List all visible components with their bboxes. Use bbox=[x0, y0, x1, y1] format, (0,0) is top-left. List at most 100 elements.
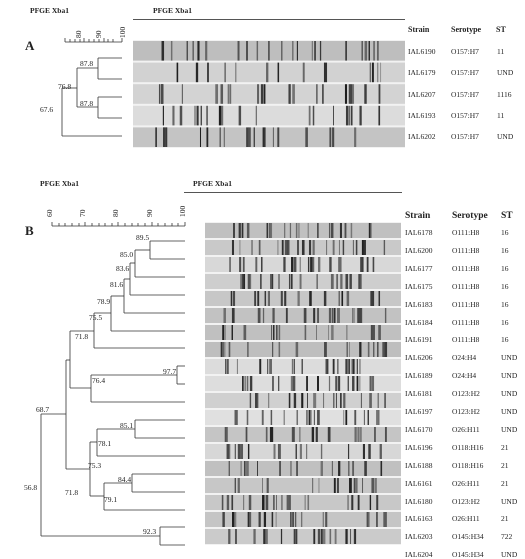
gel-band bbox=[258, 512, 261, 527]
panel-b-node-label: 71.8 bbox=[65, 488, 78, 497]
gel-band bbox=[335, 393, 337, 408]
gel-band bbox=[290, 461, 292, 476]
panel-b-node-label: 85.1 bbox=[120, 421, 133, 430]
gel-band bbox=[206, 127, 209, 147]
panel-b-col-st: ST bbox=[501, 211, 513, 221]
gel-band bbox=[378, 105, 381, 126]
gel-band bbox=[370, 223, 372, 238]
gel-band bbox=[232, 291, 236, 306]
gel-band bbox=[164, 127, 168, 147]
gel-band bbox=[275, 512, 277, 527]
gel-band bbox=[179, 105, 183, 126]
gel-lane bbox=[205, 376, 401, 391]
gel-band bbox=[276, 495, 277, 510]
panel-b-dendrogram: 60 70 80 90 100 89.5 85.0 83.6 81.6 78.9… bbox=[24, 206, 187, 546]
gel-band bbox=[346, 291, 350, 306]
gel-band bbox=[384, 308, 387, 323]
gel-band bbox=[359, 376, 361, 391]
gel-band bbox=[346, 342, 348, 357]
gel-band bbox=[298, 223, 300, 238]
gel-band bbox=[362, 478, 364, 493]
row-strain: IAL6202 bbox=[408, 132, 436, 142]
row-st: 21 bbox=[501, 478, 509, 488]
gel-band bbox=[266, 62, 269, 83]
gel-band bbox=[374, 478, 377, 493]
panel-b-node-label: 78.9 bbox=[97, 297, 110, 306]
row-strain: IAL6188 bbox=[405, 460, 433, 470]
gel-band bbox=[262, 495, 265, 510]
gel-band bbox=[255, 105, 257, 126]
panel-a-scale-tick: 100 bbox=[118, 27, 127, 39]
gel-band bbox=[366, 257, 369, 272]
gel-band bbox=[316, 325, 317, 340]
gel-band bbox=[234, 410, 238, 425]
gel-band bbox=[371, 478, 375, 493]
gel-band bbox=[220, 342, 222, 357]
gel-band bbox=[199, 127, 202, 147]
gel-band bbox=[336, 274, 339, 289]
gel-band bbox=[316, 274, 318, 289]
gel-band bbox=[280, 529, 283, 544]
gel-band bbox=[374, 427, 376, 442]
gel-band bbox=[295, 529, 297, 544]
gel-band bbox=[363, 240, 366, 255]
gel-lane bbox=[133, 127, 405, 147]
gel-lane bbox=[205, 512, 401, 527]
gel-band bbox=[341, 291, 344, 306]
gel-band bbox=[355, 240, 358, 255]
gel-band bbox=[382, 342, 385, 357]
gel-band bbox=[172, 105, 175, 126]
gel-band bbox=[317, 410, 320, 425]
gel-band bbox=[206, 105, 208, 126]
gel-band bbox=[221, 495, 224, 510]
gel-band bbox=[348, 84, 351, 104]
gel-band bbox=[288, 84, 291, 104]
gel-band bbox=[317, 223, 319, 238]
panel-b-node-label: 97.7 bbox=[163, 367, 176, 376]
row-serotype: O111:H8 bbox=[452, 245, 480, 255]
gel-band bbox=[353, 478, 356, 493]
gel-band bbox=[291, 257, 294, 272]
row-strain: IAL6179 bbox=[408, 68, 436, 78]
gel-band bbox=[262, 127, 265, 147]
gel-band bbox=[278, 342, 281, 357]
gel-band bbox=[265, 427, 268, 442]
gel-band bbox=[286, 495, 290, 510]
panel-b-col-serotype: Serotype bbox=[452, 211, 488, 221]
row-st: 16 bbox=[501, 245, 509, 255]
gel-band bbox=[246, 410, 249, 425]
gel-band bbox=[293, 427, 295, 442]
gel-band bbox=[307, 223, 309, 238]
gel-band bbox=[356, 478, 358, 493]
gel-band bbox=[325, 359, 327, 374]
gel-band bbox=[195, 62, 199, 83]
gel-band bbox=[231, 240, 235, 255]
gel-band bbox=[350, 529, 352, 544]
gel-band bbox=[220, 84, 224, 104]
gel-band bbox=[261, 410, 264, 425]
gel-band bbox=[326, 359, 329, 374]
row-st: 21 bbox=[501, 442, 509, 452]
gel-lane bbox=[205, 257, 401, 272]
row-st: 11 bbox=[497, 47, 505, 56]
gel-band bbox=[293, 257, 297, 272]
gel-band bbox=[270, 427, 274, 442]
gel-band bbox=[242, 257, 245, 272]
gel-band bbox=[290, 274, 293, 289]
gel-band bbox=[249, 512, 252, 527]
gel-band bbox=[246, 461, 249, 476]
gel-band bbox=[236, 359, 238, 374]
gel-band bbox=[359, 308, 362, 323]
row-strain: IAL6161 bbox=[405, 478, 433, 488]
gel-band bbox=[270, 410, 273, 425]
gel-band bbox=[264, 529, 268, 544]
row-strain: IAL6207 bbox=[408, 89, 436, 99]
gel-band bbox=[234, 529, 237, 544]
panel-b-node-label: 68.7 bbox=[36, 405, 49, 414]
row-strain: IAL6193 bbox=[408, 110, 436, 120]
row-st: UND bbox=[501, 550, 518, 559]
gel-band bbox=[242, 274, 246, 289]
gel-band bbox=[372, 62, 374, 83]
gel-band bbox=[332, 127, 335, 147]
gel-band bbox=[314, 393, 317, 408]
